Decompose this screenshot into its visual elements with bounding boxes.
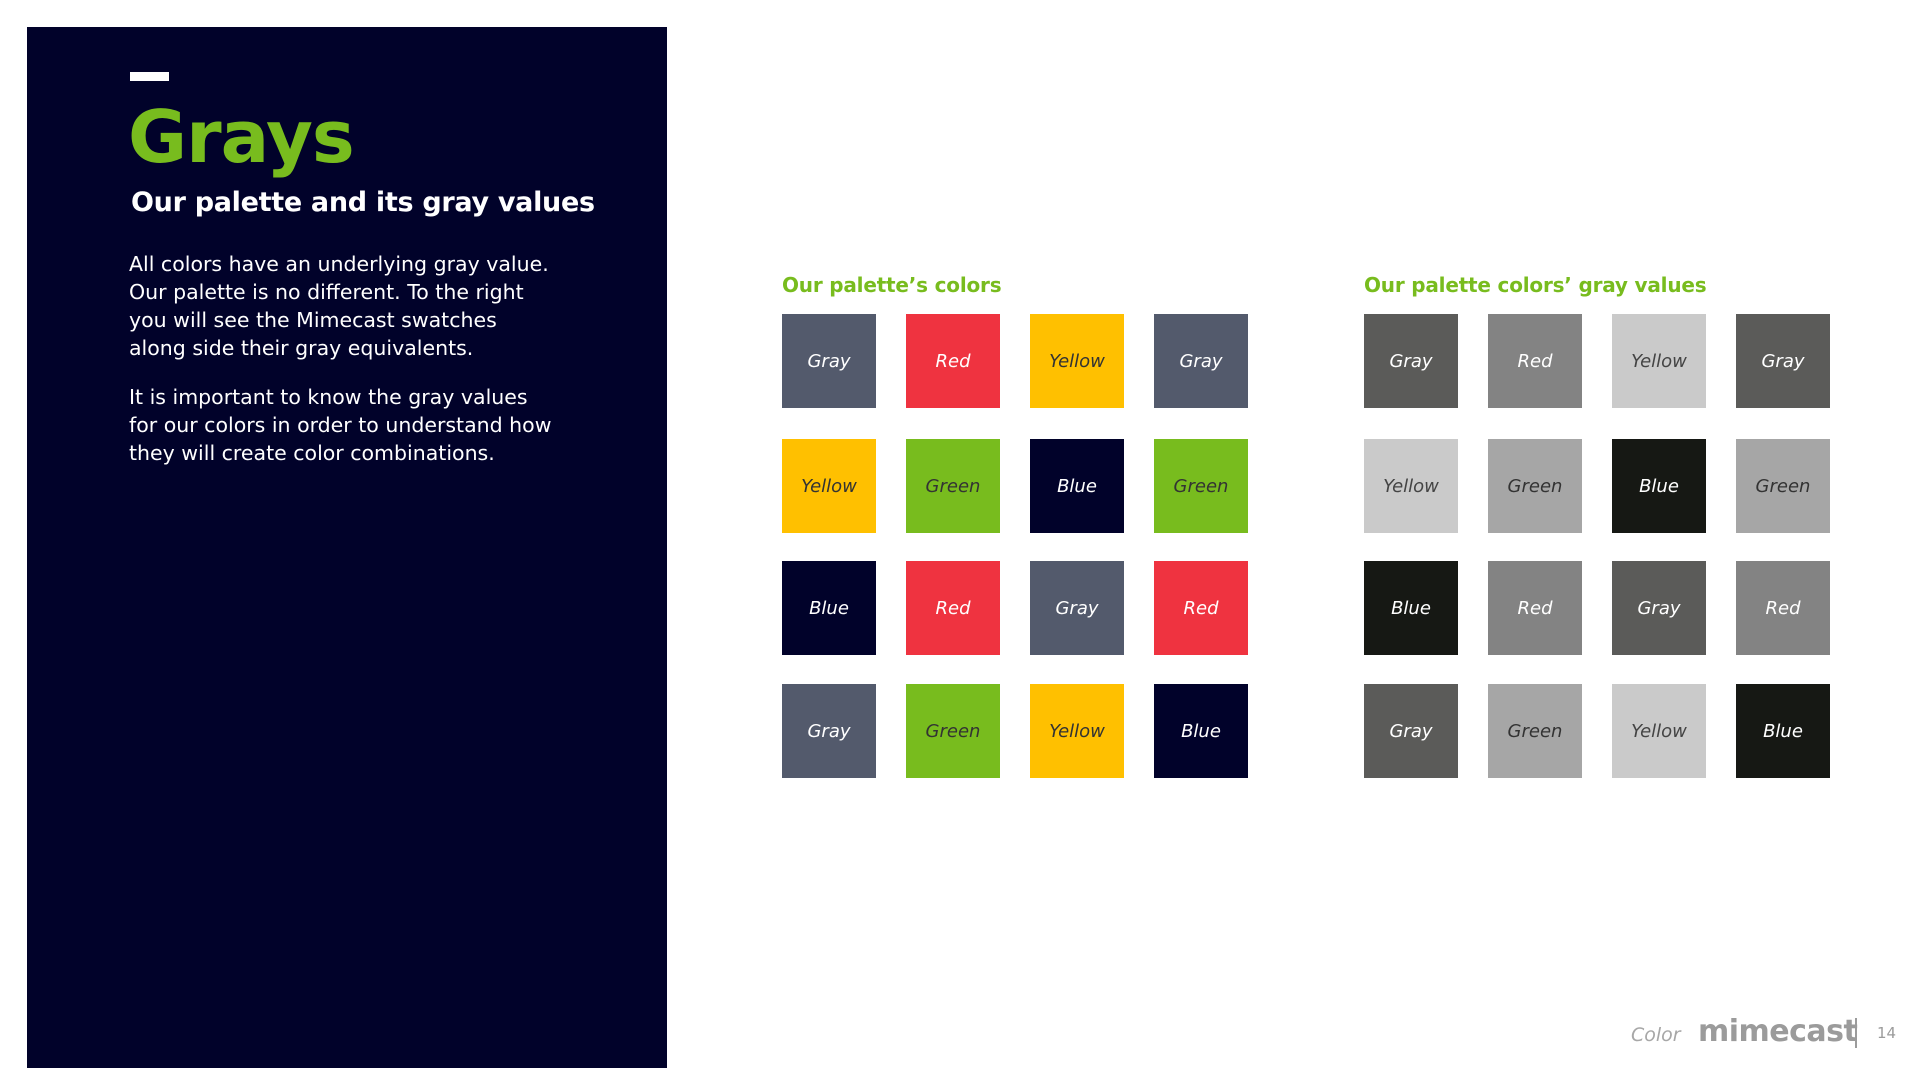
page-number: 14 [1877,1024,1897,1042]
footer-section-label: Color [1631,1024,1681,1046]
gray-swatch-gray: Gray [1736,314,1830,408]
gray-swatch-yellow: Yellow [1612,684,1706,778]
gray-swatch-gray: Gray [1364,314,1458,408]
palette-swatch-gray: Gray [1030,561,1124,655]
palette-swatch-green: Green [906,439,1000,533]
palette-swatch-blue: Blue [782,561,876,655]
gray-swatch-green: Green [1488,439,1582,533]
gray-swatch-gray: Gray [1612,561,1706,655]
intro-paragraph: All colors have an underlying gray value… [129,252,549,360]
gray-swatch-green: Green [1736,439,1830,533]
gray-swatch-yellow: Yellow [1364,439,1458,533]
mimecast-logo: mimecast [1698,1014,1858,1049]
gray-swatch-green: Green [1488,684,1582,778]
gray-swatch-red: Red [1488,561,1582,655]
palette-swatch-green: Green [906,684,1000,778]
palette-swatch-red: Red [1154,561,1248,655]
palette-swatch-yellow: Yellow [1030,684,1124,778]
title-panel [27,27,667,1068]
palette-colors-heading: Our palette’s colors [782,273,1002,297]
palette-swatch-blue: Blue [1030,439,1124,533]
gray-swatch-grid: Gray Red Yellow Gray Yellow Green Blue Green Blu… [1364,314,1830,778]
palette-swatch-green: Green [1154,439,1248,533]
gray-swatch-yellow: Yellow [1612,314,1706,408]
page-title: Grays [128,95,355,179]
gray-swatch-blue: Blue [1736,684,1830,778]
palette-swatch-gray: Gray [782,684,876,778]
title-accent-bar [130,72,169,81]
gray-swatch-red: Red [1736,561,1830,655]
palette-swatch-blue: Blue [1154,684,1248,778]
explanation-paragraph: It is important to know the gray values … [129,385,552,465]
gray-values-heading: Our palette colors’ gray values [1364,273,1707,297]
palette-swatch-red: Red [906,561,1000,655]
palette-swatch-gray: Gray [1154,314,1248,408]
palette-swatch-yellow: Yellow [782,439,876,533]
page-subtitle: Our palette and its gray values [131,187,595,218]
gray-swatch-gray: Gray [1364,684,1458,778]
palette-swatch-grid: Gray Red Yellow Gray Yellow Green Blue Green Blu… [782,314,1248,778]
gray-swatch-blue: Blue [1612,439,1706,533]
palette-swatch-gray: Gray [782,314,876,408]
palette-swatch-red: Red [906,314,1000,408]
palette-swatch-yellow: Yellow [1030,314,1124,408]
gray-swatch-red: Red [1488,314,1582,408]
gray-swatch-blue: Blue [1364,561,1458,655]
footer-divider [1855,1018,1857,1048]
